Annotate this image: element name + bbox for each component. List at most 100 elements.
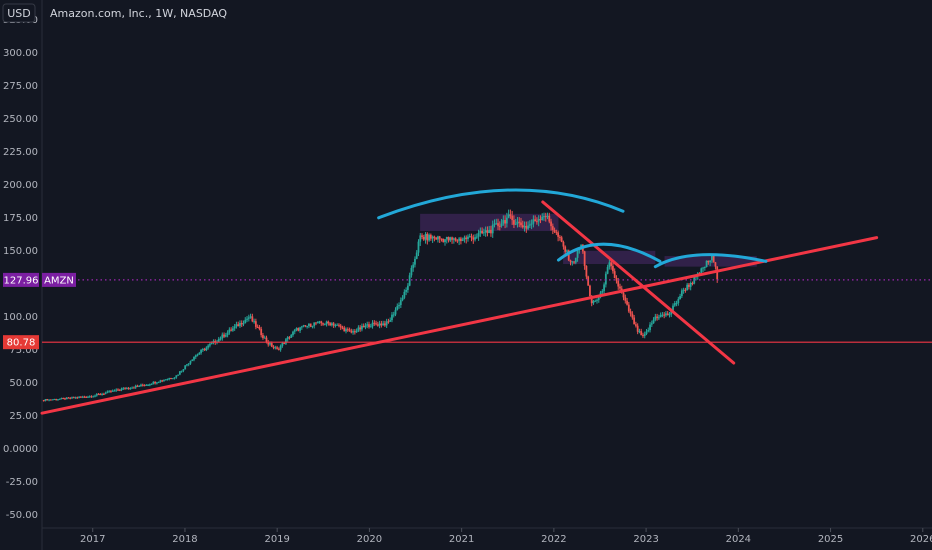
candle-body	[460, 238, 462, 241]
candle-body	[44, 399, 47, 401]
candle-body	[115, 389, 118, 391]
candle-body	[461, 239, 464, 241]
candle-body	[124, 388, 126, 390]
candle-body	[219, 338, 222, 340]
candle-body	[292, 331, 294, 335]
candle-body	[341, 327, 344, 329]
candle-body	[394, 309, 397, 315]
candle-body	[442, 238, 445, 243]
x-tick-label: 2024	[726, 534, 751, 545]
candle-body	[230, 329, 233, 331]
candle-body	[537, 219, 540, 222]
x-axis: 2017 2018 2019 2020 2021 2022 2023 2024 2025 2026	[80, 528, 932, 545]
x-tick-label: 2017	[80, 534, 105, 545]
candle-body	[513, 220, 515, 225]
candle-body	[525, 225, 528, 229]
candle-body	[597, 297, 600, 300]
candle-body	[626, 300, 628, 305]
candle-body	[387, 321, 390, 323]
candle-body	[346, 329, 349, 331]
candle-body	[546, 215, 549, 217]
candle-body	[154, 381, 157, 384]
x-tick-label: 2018	[172, 534, 197, 545]
candle-body	[217, 338, 220, 342]
candle-body	[399, 300, 402, 306]
candle-body	[574, 257, 577, 263]
candle-body	[629, 311, 632, 314]
candle-body	[171, 378, 174, 380]
candle-body	[99, 394, 102, 396]
candle-body	[631, 313, 634, 318]
candle-body	[659, 315, 662, 318]
candle-body	[557, 232, 560, 237]
candle-body	[615, 277, 618, 281]
candle-body	[253, 321, 256, 323]
candle-body	[102, 393, 105, 395]
candle-body	[435, 237, 438, 240]
candle-body	[316, 321, 319, 324]
candle-body	[136, 385, 139, 387]
candle-body	[295, 328, 298, 330]
candle-body	[612, 265, 614, 272]
candle-body	[488, 229, 491, 234]
x-tick-label: 2025	[818, 534, 843, 545]
candle-body	[380, 323, 383, 326]
currency-button[interactable]	[2, 3, 36, 23]
candle-body	[53, 399, 56, 401]
x-tick-label: 2019	[264, 534, 289, 545]
candle-body	[244, 319, 247, 324]
candle-body	[97, 394, 100, 396]
candle-body	[452, 238, 455, 240]
candle-body	[680, 290, 683, 297]
candle-body	[369, 326, 372, 328]
candle-body	[633, 317, 636, 325]
candle-body	[507, 214, 510, 218]
y-tick-label: 25.00	[9, 411, 38, 422]
candle-body	[714, 262, 717, 267]
candle-body	[451, 237, 453, 240]
candle-body	[707, 260, 710, 263]
candle-body	[143, 385, 146, 387]
candle-body	[474, 237, 476, 240]
candle-body	[302, 325, 305, 327]
ticker-tag	[42, 272, 76, 287]
candle-body	[689, 283, 692, 287]
candle-body	[194, 355, 197, 357]
candle-body	[300, 326, 303, 328]
candle-body	[477, 233, 480, 237]
x-tick-label: 2026	[910, 534, 932, 545]
candle-body	[48, 399, 50, 401]
candle-body	[315, 322, 317, 324]
candle-body	[389, 320, 392, 322]
candle-body	[147, 384, 149, 386]
currency-button-label: USD	[7, 7, 31, 20]
candle-body	[239, 323, 241, 327]
candle-body	[140, 384, 142, 387]
candle-body	[189, 361, 192, 364]
candle-body	[693, 277, 696, 284]
candle-body	[350, 330, 353, 333]
candle-body	[391, 314, 393, 321]
candle-body	[514, 223, 517, 225]
y-tick-label: 0.0000	[3, 444, 38, 455]
candle-body	[90, 396, 93, 398]
candle-body	[263, 337, 266, 339]
candle-body	[564, 246, 567, 252]
candle-body	[283, 343, 286, 345]
candle-body	[454, 238, 457, 241]
candle-body	[184, 365, 187, 370]
candle-body	[270, 343, 273, 347]
candle-body	[127, 388, 130, 390]
candle-body	[419, 235, 422, 242]
candle-body	[329, 323, 332, 326]
candle-body	[486, 230, 489, 234]
candle-body	[710, 255, 713, 261]
candle-body	[490, 229, 492, 234]
candle-body	[642, 335, 644, 337]
candle-body	[592, 301, 595, 304]
candle-body	[339, 325, 342, 328]
candle-body	[274, 347, 277, 349]
candle-body	[231, 328, 234, 331]
